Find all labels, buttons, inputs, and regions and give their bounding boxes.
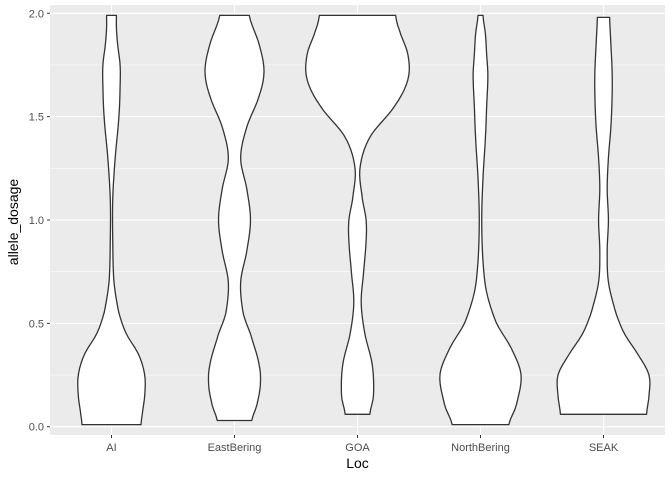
x-axis-title: Loc [346, 455, 369, 471]
violins [77, 14, 651, 426]
x-tick-label: NorthBering [451, 442, 510, 454]
violin-seak [556, 16, 651, 415]
violin-goa [305, 14, 410, 415]
x-tick-label: SEAK [589, 442, 619, 454]
y-axis: 0.0 0.5 1.0 1.5 2.0 [29, 8, 50, 434]
y-axis-title: allele_dosage [5, 179, 21, 266]
y-tick-label: 0.5 [29, 318, 44, 330]
violin-northbering [439, 14, 522, 426]
x-tick-label: GOA [345, 442, 370, 454]
violin-eastbering [204, 14, 265, 422]
y-tick-label: 2.0 [29, 8, 44, 20]
y-tick-label: 1.5 [29, 112, 44, 124]
y-tick-label: 0.0 [29, 422, 44, 434]
violin-ai [77, 14, 146, 426]
y-tick-label: 1.0 [29, 215, 44, 227]
x-tick-label: AI [106, 442, 116, 454]
x-tick-label: EastBering [208, 442, 262, 454]
x-axis: AI EastBering GOA NorthBering SEAK [106, 435, 619, 454]
